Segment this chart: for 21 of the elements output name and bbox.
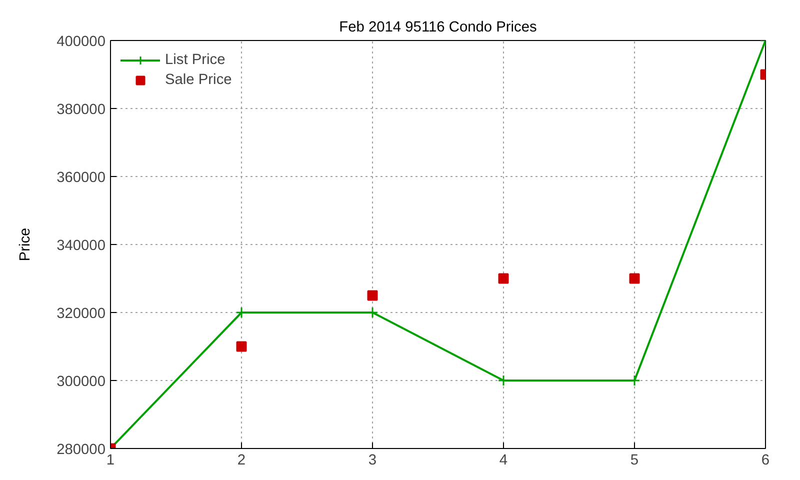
y-tick-label: 320000 xyxy=(56,306,106,322)
y-tick-label: 360000 xyxy=(56,170,106,186)
point xyxy=(498,273,509,284)
y-tick-label: 280000 xyxy=(56,442,106,458)
y-tick-label: 340000 xyxy=(56,238,106,254)
point xyxy=(629,273,640,284)
point xyxy=(367,290,378,301)
legend-label: List Price xyxy=(165,52,226,68)
x-tick-label: 2 xyxy=(237,452,246,468)
x-tick-label: 5 xyxy=(630,452,639,468)
y-tick-label: 400000 xyxy=(56,34,106,50)
chart-title: Feb 2014 95116 Condo Prices xyxy=(339,20,537,36)
x-tick-label: 1 xyxy=(106,452,115,468)
x-tick-label: 3 xyxy=(368,452,377,468)
point xyxy=(236,341,247,352)
y-tick-label: 300000 xyxy=(56,374,106,390)
legend-label: Sale Price xyxy=(165,72,232,88)
y-axis-title: Price xyxy=(18,228,34,262)
x-tick-label: 6 xyxy=(761,452,770,468)
y-tick-label: 380000 xyxy=(56,102,106,118)
x-tick-label: 4 xyxy=(499,452,508,468)
